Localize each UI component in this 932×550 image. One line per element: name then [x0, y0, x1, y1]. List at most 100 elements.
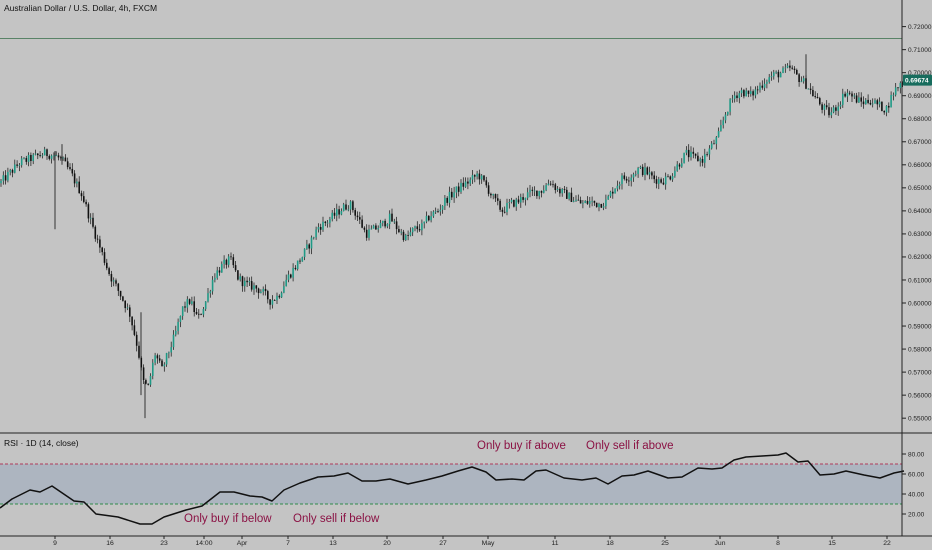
price-tick-label: 0.60000 [908, 300, 932, 307]
candle-down [825, 105, 828, 108]
candle-up [770, 76, 773, 78]
candle-up [43, 149, 46, 156]
candle-down [133, 325, 136, 335]
candle-down [494, 194, 497, 199]
candle-down [418, 229, 421, 231]
candle-down [85, 201, 87, 205]
candle-up [582, 202, 584, 204]
date-tick-label: 7 [286, 540, 290, 547]
candle-up [53, 155, 55, 157]
candle-up [575, 199, 577, 201]
rsi-annotation: Only buy if above [477, 440, 566, 452]
candle-down [78, 181, 80, 194]
candle-up [170, 347, 172, 353]
candle-up [368, 229, 370, 238]
candle-down [595, 202, 598, 208]
candle-down [363, 227, 366, 230]
candle-down [743, 90, 745, 97]
candle-up [538, 191, 540, 197]
candle-down [57, 155, 60, 158]
candle-down [290, 274, 292, 278]
candle-down [96, 238, 99, 240]
candle-down [888, 105, 890, 108]
candle-down [612, 191, 614, 194]
candle-down [653, 175, 655, 180]
candle-down [789, 65, 791, 68]
price-tick-label: 0.56000 [908, 392, 932, 399]
candle-up [303, 248, 306, 258]
candle-down [11, 169, 14, 173]
candle-up [214, 277, 216, 280]
candle-up [421, 223, 423, 231]
candle-down [198, 313, 200, 315]
candle-up [671, 176, 674, 180]
candle-up [409, 232, 412, 236]
candle-up [388, 213, 391, 224]
candle-up [547, 183, 550, 186]
price-tick-label: 0.65000 [908, 185, 932, 192]
candle-down [73, 173, 76, 184]
candle-up [699, 159, 701, 162]
candle-up [285, 279, 287, 287]
candle-up [543, 190, 545, 193]
candle-up [50, 155, 53, 159]
candle-up [211, 279, 214, 292]
candle-up [621, 175, 623, 185]
candle-down [87, 204, 90, 219]
candle-up [823, 105, 826, 110]
candle-up [340, 211, 343, 215]
candle-up [775, 71, 777, 73]
candle-down [814, 96, 816, 98]
candle-up [260, 291, 262, 294]
candle-up [331, 212, 333, 220]
candle-up [510, 199, 513, 203]
candle-down [71, 168, 74, 174]
candle-down [579, 200, 582, 204]
candle-down [706, 154, 708, 156]
candle-up [508, 202, 511, 203]
candle-down [255, 285, 258, 289]
candle-down [188, 299, 191, 304]
candle-up [434, 211, 437, 212]
candle-up [842, 93, 844, 105]
date-tick-label: Apr [237, 540, 248, 547]
candle-up [221, 263, 223, 273]
date-tick-label: 27 [439, 540, 447, 547]
candle-up [149, 375, 152, 385]
price-tick-label: 0.64000 [908, 208, 932, 215]
candle-up [317, 227, 320, 230]
candle-down [361, 219, 363, 228]
candle-up [32, 154, 34, 162]
candle-up [471, 175, 474, 180]
candle-down [881, 101, 883, 111]
candle-up [853, 95, 856, 97]
candle-down [218, 270, 221, 273]
candle-down [391, 213, 393, 222]
candle-down [835, 107, 837, 111]
candle-up [614, 188, 616, 194]
price-tick-label: 0.55000 [908, 415, 932, 422]
candle-down [701, 159, 704, 163]
price-tick-label: 0.71000 [908, 47, 932, 54]
candle-up [244, 280, 246, 287]
price-tick-label: 0.59000 [908, 323, 932, 330]
candle-up [899, 82, 902, 89]
candle-down [250, 281, 253, 290]
candle-up [168, 352, 170, 354]
candle-up [329, 219, 331, 223]
candle-down [625, 178, 628, 181]
candle-down [145, 380, 147, 384]
date-tick-label: 15 [828, 540, 836, 547]
candle-up [690, 151, 692, 158]
candle-down [641, 166, 644, 175]
candle-down [897, 87, 899, 89]
candle-up [637, 168, 639, 175]
date-tick-label: 9 [53, 540, 57, 547]
candle-up [191, 301, 193, 304]
candle-down [876, 100, 879, 105]
candle-up [347, 209, 350, 211]
candle-up [524, 197, 527, 200]
candle-down [138, 345, 140, 358]
candle-down [501, 209, 504, 212]
